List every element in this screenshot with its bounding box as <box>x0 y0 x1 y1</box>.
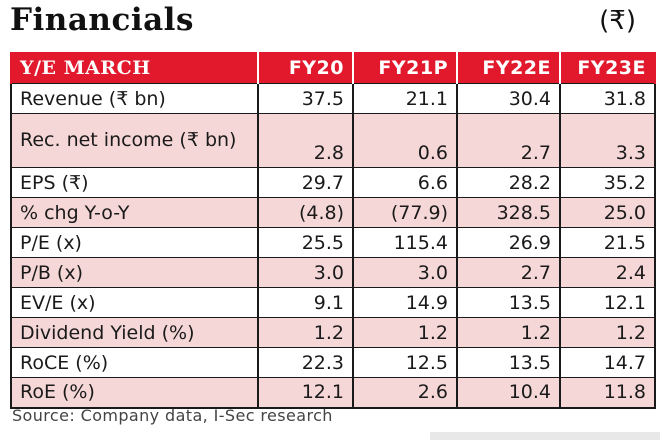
column-header: FY22E <box>456 52 561 84</box>
cell-value: 12.1 <box>257 377 354 409</box>
cell-value: 28.2 <box>456 167 561 198</box>
table-row: Rec. net income (₹ bn) 2.8 0.6 2.7 3.3 <box>10 113 656 168</box>
row-label: % chg Y-o-Y <box>10 197 259 228</box>
row-label: RoCE (%) <box>10 347 259 378</box>
cell-value: 9.1 <box>257 287 354 318</box>
table-row: RoE (%) 12.1 2.6 10.4 11.8 <box>10 377 656 409</box>
source-note: Source: Company data, I-Sec research <box>12 406 333 425</box>
financials-table: Y/E MARCH FY20 FY21P FY22E FY23E Revenue… <box>10 52 656 409</box>
table-row: EV/E (x) 9.1 14.9 13.5 12.1 <box>10 287 656 318</box>
footer-bar <box>430 432 660 440</box>
header: Financials (₹) <box>0 0 660 48</box>
table-row: RoCE (%) 22.3 12.5 13.5 14.7 <box>10 347 656 378</box>
cell-value: 13.5 <box>456 347 561 378</box>
cell-value: 21.1 <box>352 83 458 114</box>
row-label: Dividend Yield (%) <box>10 317 259 348</box>
page-title: Financials <box>10 2 194 38</box>
cell-value: 328.5 <box>456 197 561 228</box>
cell-value: 26.9 <box>456 227 561 258</box>
cell-value: 1.2 <box>456 317 561 348</box>
cell-value: (77.9) <box>352 197 458 228</box>
cell-value: 1.2 <box>559 317 656 348</box>
table-row: % chg Y-o-Y (4.8) (77.9) 328.5 25.0 <box>10 197 656 228</box>
cell-value: 115.4 <box>352 227 458 258</box>
cell-value: 2.7 <box>456 113 561 168</box>
cell-value: 31.8 <box>559 83 656 114</box>
row-label: RoE (%) <box>10 377 259 409</box>
cell-value: 0.6 <box>352 113 458 168</box>
column-header: FY23E <box>559 52 656 84</box>
row-label: EPS (₹) <box>10 167 259 198</box>
cell-value: 29.7 <box>257 167 354 198</box>
cell-value: 25.0 <box>559 197 656 228</box>
cell-value: 37.5 <box>257 83 354 114</box>
cell-value: 2.7 <box>456 257 561 288</box>
cell-value: 21.5 <box>559 227 656 258</box>
cell-value: 6.6 <box>352 167 458 198</box>
table-row: Dividend Yield (%) 1.2 1.2 1.2 1.2 <box>10 317 656 348</box>
column-header: FY21P <box>352 52 458 84</box>
table-row: EPS (₹) 29.7 6.6 28.2 35.2 <box>10 167 656 198</box>
cell-value: 13.5 <box>456 287 561 318</box>
cell-value: 3.3 <box>559 113 656 168</box>
column-header: FY20 <box>257 52 354 84</box>
cell-value: 25.5 <box>257 227 354 258</box>
cell-value: 14.9 <box>352 287 458 318</box>
row-label: Revenue (₹ bn) <box>10 83 259 114</box>
row-label: EV/E (x) <box>10 287 259 318</box>
table-header-row: Y/E MARCH FY20 FY21P FY22E FY23E <box>10 52 656 84</box>
cell-value: 35.2 <box>559 167 656 198</box>
cell-value: 14.7 <box>559 347 656 378</box>
cell-value: 22.3 <box>257 347 354 378</box>
cell-value: 2.4 <box>559 257 656 288</box>
cell-value: 3.0 <box>257 257 354 288</box>
cell-value: 10.4 <box>456 377 561 409</box>
cell-value: 11.8 <box>559 377 656 409</box>
table-row: Revenue (₹ bn) 37.5 21.1 30.4 31.8 <box>10 83 656 114</box>
table-row: P/E (x) 25.5 115.4 26.9 21.5 <box>10 227 656 258</box>
cell-value: 12.5 <box>352 347 458 378</box>
row-label: Rec. net income (₹ bn) <box>10 113 259 168</box>
cell-value: 2.6 <box>352 377 458 409</box>
cell-value: 2.8 <box>257 113 354 168</box>
row-label: P/B (x) <box>10 257 259 288</box>
cell-value: 1.2 <box>257 317 354 348</box>
column-header: Y/E MARCH <box>10 52 259 84</box>
cell-value: 30.4 <box>456 83 561 114</box>
cell-value: (4.8) <box>257 197 354 228</box>
currency-label: (₹) <box>599 6 636 36</box>
row-label: P/E (x) <box>10 227 259 258</box>
cell-value: 1.2 <box>352 317 458 348</box>
cell-value: 3.0 <box>352 257 458 288</box>
cell-value: 12.1 <box>559 287 656 318</box>
table-row: P/B (x) 3.0 3.0 2.7 2.4 <box>10 257 656 288</box>
